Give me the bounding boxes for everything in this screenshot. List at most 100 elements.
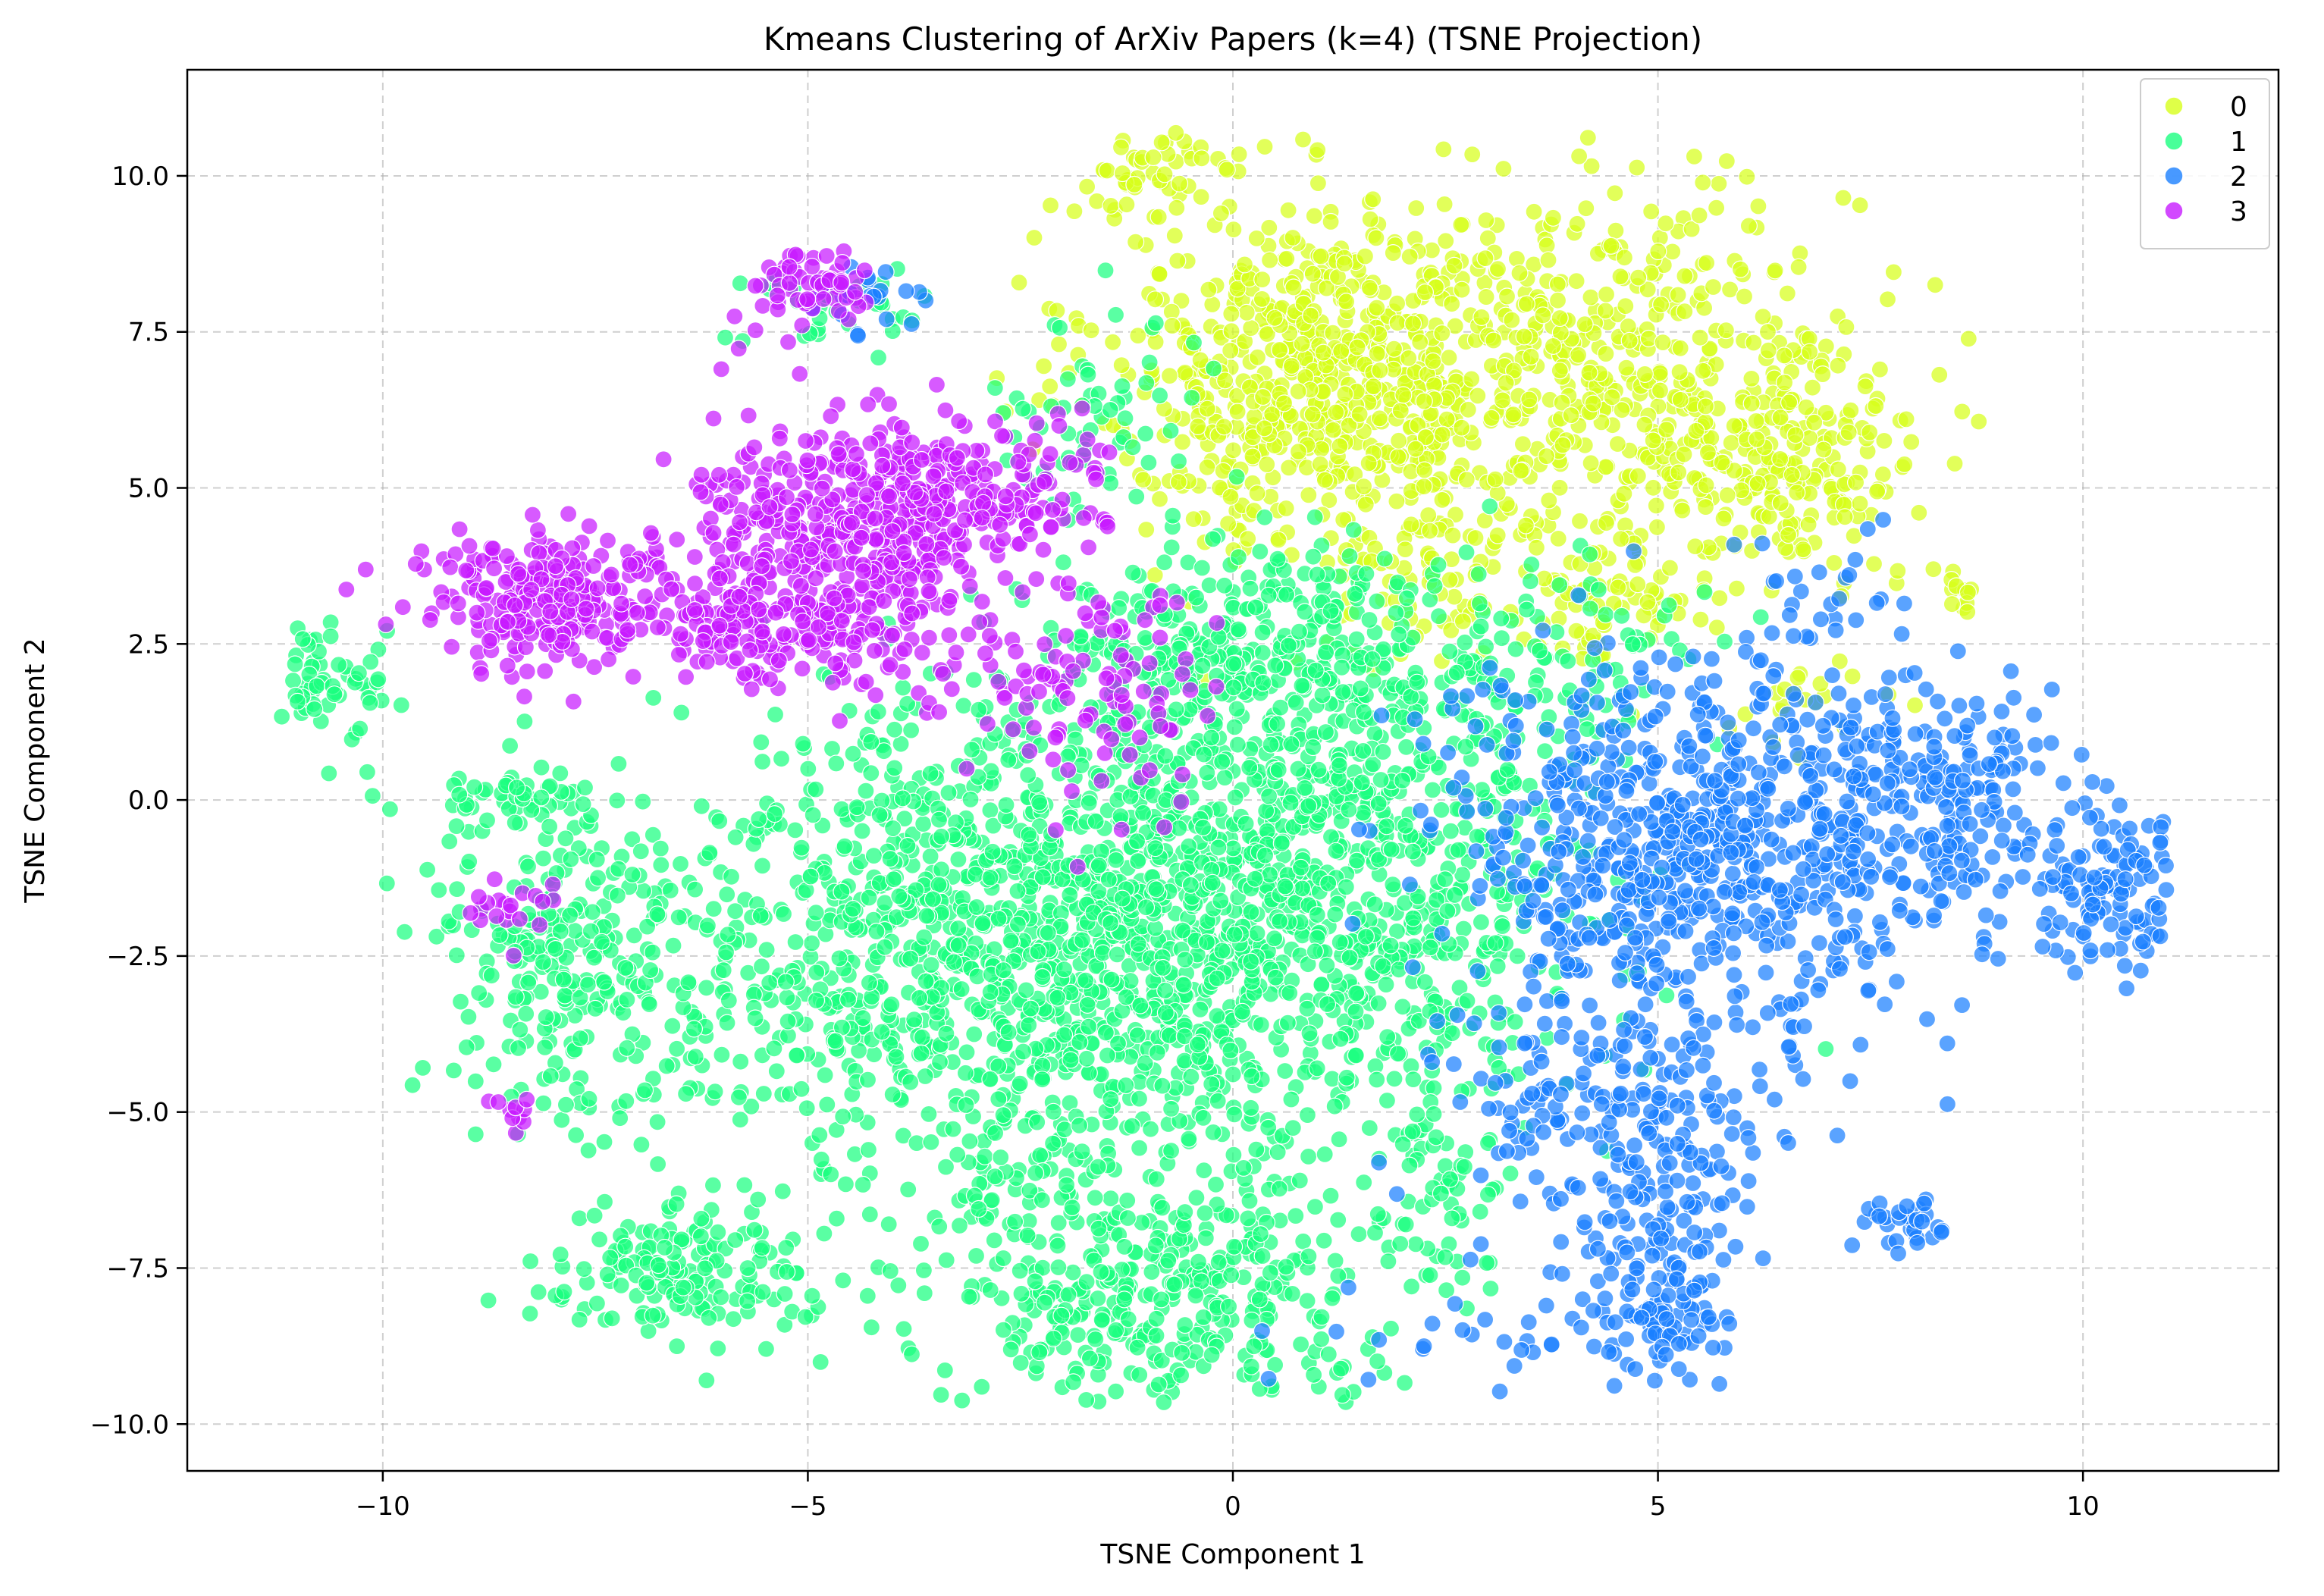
point [1328,404,1344,421]
point [1318,724,1334,741]
point [1695,362,1711,379]
point [1857,378,1874,395]
point [719,886,735,903]
point [1409,1106,1425,1123]
point [767,706,784,723]
point [931,1218,948,1235]
point [974,1378,990,1395]
point [1037,1294,1053,1311]
point [1132,997,1149,1014]
point [777,974,794,990]
point [1066,203,1083,220]
point [1357,496,1374,513]
point [1470,566,1487,582]
point [287,656,303,673]
point [1607,222,1624,239]
point [808,964,825,981]
point [1262,736,1279,753]
point [1256,139,1273,155]
point [535,850,552,867]
point [1848,474,1865,491]
point [1141,354,1158,371]
point [1487,471,1504,488]
point [964,742,980,758]
point [1155,960,1171,977]
point [1385,245,1401,262]
point [649,906,666,923]
point [1262,867,1278,883]
point [1369,1071,1385,1088]
point [1071,1034,1088,1051]
point [800,760,817,777]
point [1160,1253,1177,1269]
point [467,1126,484,1143]
point [1242,580,1259,597]
point [1389,295,1406,312]
point [1304,406,1321,423]
point [1243,1099,1259,1116]
point [1482,498,1498,515]
point [1971,413,1987,430]
point [1078,1274,1095,1290]
point [1959,604,1976,620]
point [1254,624,1271,641]
point [1390,1046,1407,1062]
point [1188,1190,1205,1206]
point [1203,1076,1220,1093]
point [467,1073,484,1090]
point [1205,1124,1222,1140]
point [588,851,605,868]
point [1338,1069,1355,1086]
point [1397,817,1414,834]
point [1078,1391,1095,1408]
point [1177,1317,1193,1334]
point [485,1056,502,1073]
point [1708,199,1725,216]
point [1210,1254,1227,1271]
point [1297,604,1313,620]
point [802,868,819,885]
point [950,851,967,868]
point [1102,475,1119,491]
point [1898,411,1915,428]
point [954,1392,971,1409]
point [833,801,850,817]
point [1291,1172,1308,1189]
point [1281,985,1298,1002]
point [1247,599,1264,616]
point [1455,920,1472,937]
point [1138,522,1155,538]
point [755,1086,772,1102]
point [1241,760,1258,776]
point [1253,1017,1269,1033]
point [1131,1090,1148,1107]
point [575,796,591,813]
point [1511,265,1528,281]
point [1320,1346,1337,1362]
point [1043,197,1059,214]
point [326,686,343,703]
point [1080,1018,1097,1035]
point [1190,1253,1207,1270]
point [1313,248,1329,265]
point [1776,347,1792,364]
point [1355,742,1372,759]
point [1861,424,1878,441]
point [1616,249,1632,266]
point [746,1221,763,1238]
point [723,868,740,885]
point [1386,1071,1403,1087]
point [1416,478,1432,495]
point [1629,576,1646,593]
point [1670,464,1687,481]
point [984,843,1001,860]
point [1337,386,1353,403]
point [1225,840,1241,857]
point [1255,389,1272,406]
point [1122,973,1139,989]
point [1223,306,1240,322]
point [1648,519,1665,535]
point [1157,748,1174,764]
point [510,1039,527,1056]
point [1431,608,1447,625]
